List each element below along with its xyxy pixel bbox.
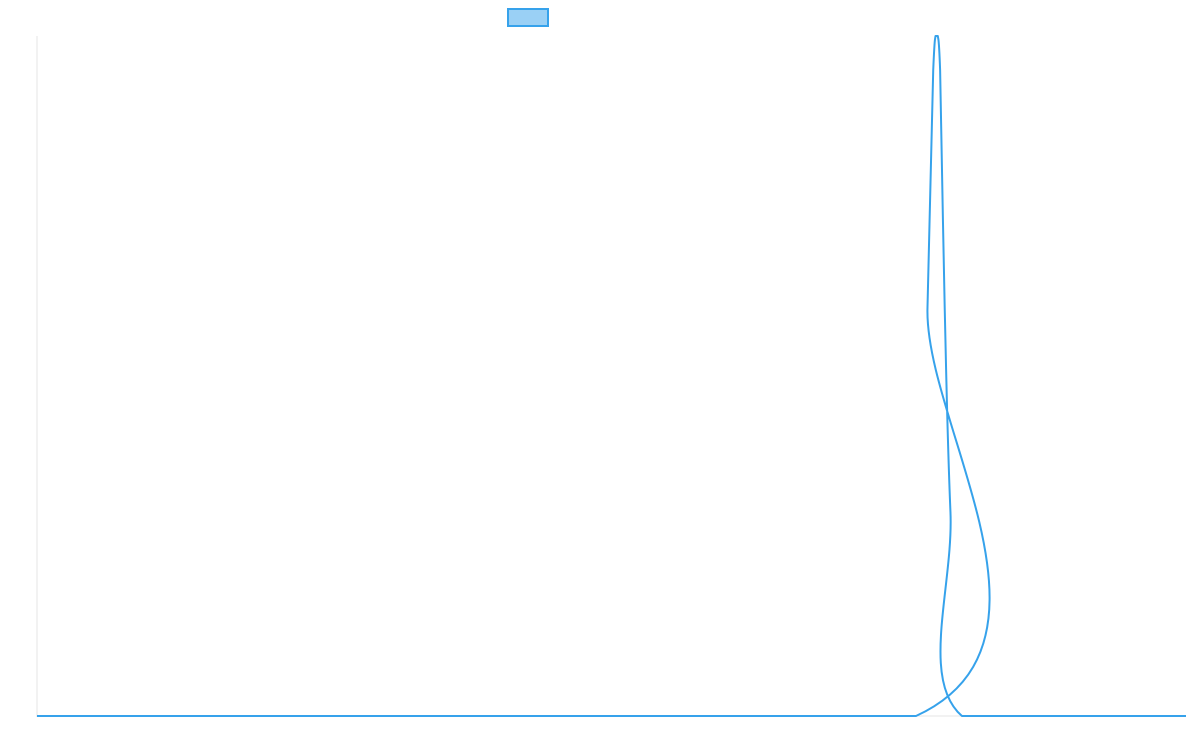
- series-line-0: [37, 35, 1186, 718]
- legend-swatch[interactable]: [507, 8, 549, 27]
